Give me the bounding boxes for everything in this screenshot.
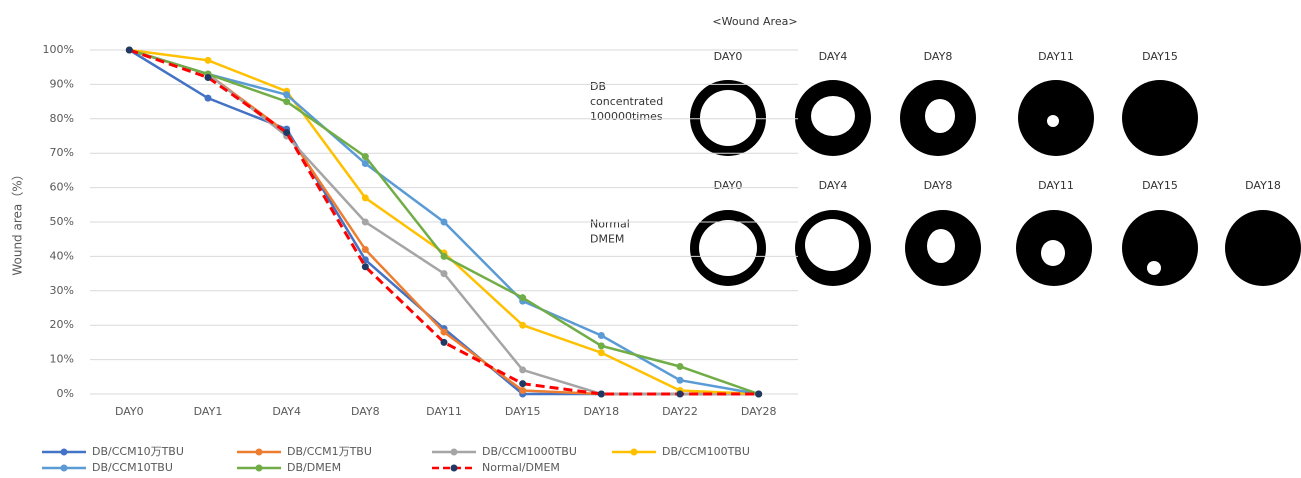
row-label: 100000times — [590, 110, 663, 123]
wound-hole — [811, 96, 855, 136]
legend-label: DB/CCM10万TBU — [92, 445, 184, 458]
day-label: DAY0 — [714, 179, 743, 192]
point — [676, 390, 684, 398]
point — [755, 390, 763, 398]
y-tick-label: 60% — [50, 181, 74, 194]
point — [519, 294, 527, 302]
point — [676, 376, 684, 384]
x-tick-label: DAY4 — [272, 405, 301, 418]
row-label: Normal — [590, 218, 630, 231]
point — [204, 94, 212, 102]
wound-hole — [805, 219, 859, 271]
legend-marker — [450, 448, 458, 456]
x-tick-label: DAY28 — [741, 405, 777, 418]
legend-label: DB/DMEM — [287, 461, 341, 474]
point — [361, 160, 369, 168]
row-label: DB — [590, 80, 606, 93]
legend-marker — [60, 464, 68, 472]
legend-marker — [255, 448, 263, 456]
x-tick-label: DAY8 — [351, 405, 380, 418]
legend-label: DB/CCM10TBU — [92, 461, 173, 474]
point — [519, 366, 527, 374]
x-tick-label: DAY22 — [662, 405, 698, 418]
point — [440, 218, 448, 226]
y-tick-label: 80% — [50, 112, 74, 125]
y-tick-label: 40% — [50, 249, 74, 262]
legend-label: DB/CCM100TBU — [662, 445, 750, 458]
legend-label: DB/CCM1000TBU — [482, 445, 577, 458]
point — [283, 98, 291, 106]
legend-marker — [630, 448, 638, 456]
wound-image — [1122, 210, 1198, 286]
point — [361, 246, 369, 254]
point — [361, 263, 369, 271]
point — [597, 390, 605, 398]
day-label: DAY15 — [1142, 179, 1178, 192]
point — [361, 218, 369, 226]
series-line — [128, 48, 759, 396]
x-tick-label: DAY1 — [194, 405, 223, 418]
wound-hole — [925, 99, 955, 133]
day-label: DAY4 — [819, 179, 848, 192]
wound-image — [1122, 80, 1198, 156]
y-tick-label: 10% — [50, 353, 74, 366]
wound-hole — [700, 90, 756, 146]
y-tick-label: 90% — [50, 77, 74, 90]
day-label: DAY11 — [1038, 179, 1074, 192]
legend-label: DB/CCM1万TBU — [287, 445, 372, 458]
day-label: DAY8 — [924, 179, 953, 192]
point — [440, 252, 448, 260]
panel-title: <Wound Area> — [712, 15, 797, 28]
point — [676, 362, 684, 370]
point — [519, 321, 527, 329]
point — [204, 56, 212, 64]
x-tick-label: DAY18 — [583, 405, 619, 418]
y-tick-label: 30% — [50, 284, 74, 297]
day-label: DAY0 — [714, 50, 743, 63]
wound-image — [1225, 210, 1301, 286]
row-label: DMEM — [590, 233, 624, 246]
legend-marker — [450, 464, 458, 472]
wound-panel: <Wound Area> DAY0 DAY4 DAY8 DAY11 DAY15 DB con… — [590, 15, 1301, 286]
point — [125, 46, 133, 54]
wound-hole — [1047, 115, 1059, 127]
wound-hole — [927, 229, 955, 263]
day-label: DAY15 — [1142, 50, 1178, 63]
row-label: concentrated — [590, 95, 663, 108]
wound-hole — [699, 220, 757, 276]
wound-hole — [1147, 261, 1161, 275]
point — [597, 342, 605, 350]
point — [519, 380, 527, 388]
day-label: DAY18 — [1245, 179, 1281, 192]
day-label: DAY11 — [1038, 50, 1074, 63]
x-tick-label: DAY0 — [115, 405, 144, 418]
y-tick-label: 20% — [50, 318, 74, 331]
point — [519, 387, 527, 395]
point — [204, 74, 212, 82]
point — [597, 349, 605, 357]
x-tick-label: DAY11 — [426, 405, 462, 418]
x-tick-label: DAY15 — [505, 405, 541, 418]
point — [361, 153, 369, 161]
y-tick-label: 0% — [57, 387, 74, 400]
legend-marker — [60, 448, 68, 456]
legend-marker — [255, 464, 263, 472]
point — [597, 332, 605, 340]
point — [361, 194, 369, 202]
wound-hole — [1041, 240, 1065, 266]
point — [440, 328, 448, 336]
point — [283, 91, 291, 99]
point — [440, 270, 448, 278]
legend-label: Normal/DMEM — [482, 461, 560, 474]
point — [283, 129, 291, 137]
y-tick-label: 70% — [50, 146, 74, 159]
y-axis-label: Wound area（%） — [11, 168, 25, 275]
point — [440, 338, 448, 346]
y-tick-label: 50% — [50, 215, 74, 228]
day-label: DAY4 — [819, 50, 848, 63]
day-label: DAY8 — [924, 50, 953, 63]
y-tick-label: 100% — [43, 43, 74, 56]
